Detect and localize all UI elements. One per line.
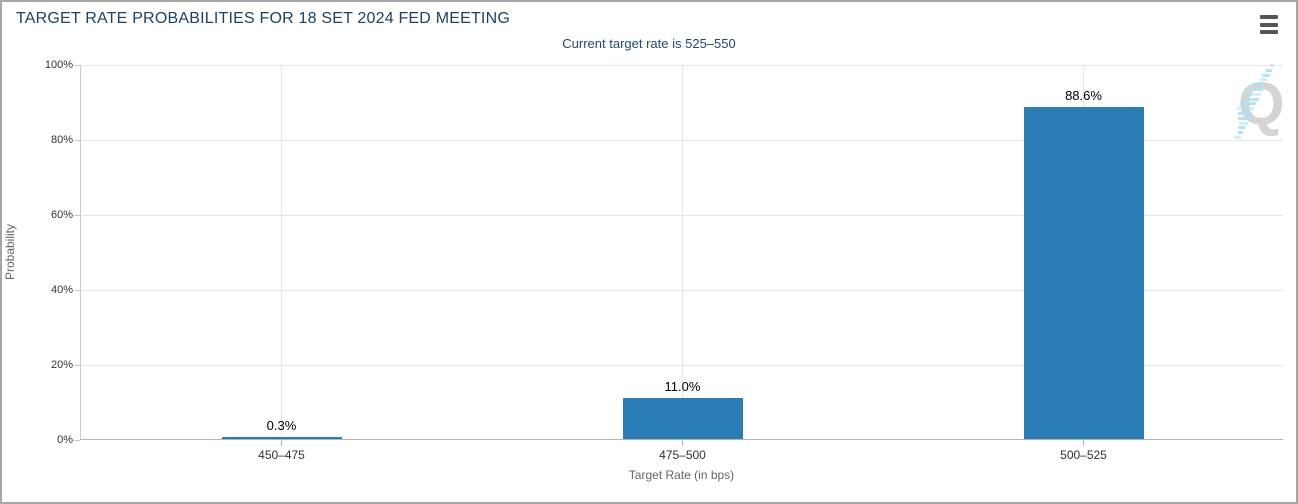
- plot-area: 0% 20% 40% 60% 80% 100% 0.3% 450–475 11.0% 475–50…: [45, 59, 1283, 462]
- y-tick-mark: [74, 439, 80, 441]
- x-category-label: 500–525: [1060, 448, 1107, 462]
- hamburger-icon: [1260, 15, 1278, 19]
- y-tick-label: 20%: [50, 359, 73, 371]
- y-tick-label: 100%: [44, 59, 73, 71]
- bar-500–525[interactable]: [1023, 107, 1144, 439]
- x-category-label: 475–500: [659, 448, 706, 462]
- x-tick-mark: [1083, 440, 1084, 446]
- bar-value-label: 0.3%: [266, 418, 297, 433]
- x-axis-title: Target Rate (in bps): [628, 468, 735, 482]
- hamburger-icon: [1260, 30, 1278, 34]
- y-tick-mark: [74, 64, 80, 66]
- y-tick-mark: [74, 139, 80, 141]
- y-tick-mark: [74, 289, 80, 291]
- bar-value-label: 88.6%: [1065, 88, 1102, 103]
- bar-450–475[interactable]: [221, 437, 342, 439]
- y-tick-label: 60%: [50, 209, 73, 221]
- chart-subtitle: Current target rate is 525–550: [562, 36, 736, 51]
- chart-title: TARGET RATE PROBABILITIES FOR 18 SET 202…: [16, 10, 510, 27]
- bar-475–500[interactable]: [622, 398, 743, 439]
- y-tick-label: 0%: [57, 434, 73, 446]
- x-tick-mark: [281, 440, 282, 446]
- bar-value-label: 11.0%: [664, 379, 701, 394]
- x-gridline: [281, 65, 282, 439]
- y-tick-label: 40%: [50, 284, 73, 296]
- hamburger-icon: [1260, 22, 1278, 27]
- x-category-label: 450–475: [258, 448, 305, 462]
- y-tick-label: 80%: [50, 134, 73, 146]
- x-tick-mark: [682, 440, 683, 446]
- y-axis-title: Probability: [3, 223, 17, 281]
- y-tick-mark: [74, 214, 80, 216]
- x-gridline: [682, 65, 683, 439]
- chart-context-menu-button[interactable]: [1260, 15, 1280, 34]
- y-tick-mark: [74, 364, 80, 366]
